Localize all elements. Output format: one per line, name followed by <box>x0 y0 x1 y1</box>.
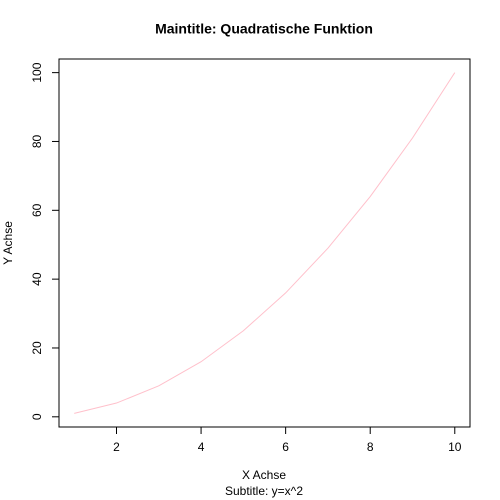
plot-frame <box>58 58 471 428</box>
y-axis-label: Y Achse <box>1 221 15 265</box>
y-tick-label: 40 <box>30 272 44 286</box>
chart-title: Maintitle: Quadratische Funktion <box>155 21 373 37</box>
y-tick-label: 20 <box>30 341 44 355</box>
x-tick-label: 8 <box>367 440 374 454</box>
y-tick-label: 80 <box>30 134 44 148</box>
x-axis-label: X Achse <box>242 468 286 482</box>
x-tick-label: 2 <box>113 440 120 454</box>
x-tick-label: 6 <box>282 440 289 454</box>
x-tick-label: 4 <box>198 440 205 454</box>
y-tick-label: 0 <box>30 413 44 420</box>
chart-subtitle: Subtitle: y=x^2 <box>225 484 303 498</box>
y-tick-label: 60 <box>30 203 44 217</box>
line-series <box>74 72 456 414</box>
x-tick-label: 10 <box>448 440 462 454</box>
y-tick-label: 100 <box>30 62 44 82</box>
